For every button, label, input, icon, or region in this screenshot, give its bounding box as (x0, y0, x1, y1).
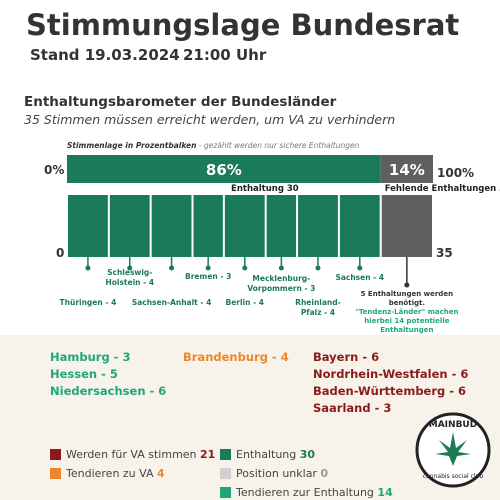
legend-item: Tendieren zur Enthaltung 14 (220, 486, 393, 499)
segment (68, 195, 108, 257)
pointer-dot (242, 265, 248, 271)
state: Brandenburg - 4 (183, 350, 289, 364)
gray-caption: Fehlende Enthaltungen 5 (385, 184, 500, 194)
label-line: Berlin - 4 (225, 298, 264, 307)
legend-swatch (220, 468, 231, 479)
right-label: 100% (437, 166, 474, 180)
note-bold: Stimmenlage in Prozentbalken (67, 141, 197, 150)
percent-gray (380, 155, 433, 183)
legend-count: 4 (157, 467, 165, 480)
pointer-dot (315, 265, 321, 271)
chart-note: Stimmenlage in Prozentbalken - gezählt w… (67, 141, 359, 150)
segment (298, 195, 338, 257)
segment-label: Rheinland-Pfalz - 4 (295, 298, 341, 317)
legend-item: Werden für VA stimmen 21 (50, 448, 215, 461)
legend-swatch (50, 468, 61, 479)
time: 21:00 Uhr (183, 46, 267, 64)
legend-label: Enthaltung (236, 448, 297, 461)
state: Baden-Württemberg - 6 (313, 384, 467, 398)
pointer-dot (205, 265, 211, 271)
segment-label: Mecklenburg-Vorpommern - 3 (247, 274, 315, 293)
label-line: Sachsen - 4 (335, 273, 384, 282)
description: 35 Stimmen müssen erreicht werden, um VA… (24, 112, 396, 127)
segment-label: Sachsen - 4 (335, 273, 384, 282)
label-line: Rheinland- (295, 298, 341, 307)
segment (339, 195, 380, 257)
pointer-dot (169, 265, 175, 271)
legend-label: Werden für VA stimmen (66, 448, 197, 461)
segment (224, 195, 265, 257)
logo: MAINBUD cannabis social club (415, 412, 491, 488)
legend-swatch (50, 449, 61, 460)
legend-item: Tendieren zu VA 4 (50, 467, 215, 480)
label-line: Schleswig- (107, 268, 152, 277)
segment (109, 195, 150, 257)
pointer-dot (404, 282, 410, 288)
scale-max: 35 (436, 246, 453, 260)
note: 5 Enthaltungen werden benötigt. (360, 290, 454, 307)
title: Stimmungslage Bundesrat (26, 8, 460, 42)
state: Hamburg - 3 (50, 350, 131, 364)
segment-label: Berlin - 4 (225, 298, 264, 307)
legend-swatch (220, 487, 231, 498)
pointer-dot (127, 265, 133, 271)
green-caption: Enthaltung 30 (231, 184, 299, 194)
segment (266, 195, 297, 257)
state: Hessen - 5 (50, 367, 118, 381)
legend-count: 21 (200, 448, 216, 461)
label-line: Sachsen-Anhalt - 4 (132, 298, 212, 307)
label-line: Holstein - 4 (105, 278, 154, 287)
label-line: Pfalz - 4 (301, 308, 335, 317)
note-rest: - gezählt werden nur sichere Enthaltunge… (198, 141, 360, 150)
legend-count: 30 (299, 448, 316, 461)
pointer-dot (85, 265, 91, 271)
legend-swatch (220, 449, 231, 460)
label-line: Vorpommern - 3 (247, 284, 315, 293)
missing-segment (381, 195, 432, 257)
subtitle: Enthaltungsbarometer der Bundesländer (24, 94, 337, 110)
label-line: Thüringen - 4 (60, 298, 117, 307)
label-line: Bremen - 3 (185, 272, 231, 281)
pointer-dot (357, 265, 363, 271)
state: Saarland - 3 (313, 401, 392, 415)
segment-label: Thüringen - 4 (60, 298, 117, 307)
note-green: "Tendenz-Länder" machen hierbei 14 poten… (355, 308, 459, 334)
state: Nordrhein-Westfalen - 6 (313, 367, 469, 381)
scale-min: 0 (56, 246, 64, 260)
logo-bottom: cannabis social club (423, 473, 484, 480)
label-line: Mecklenburg- (252, 274, 310, 283)
state: Bayern - 6 (313, 350, 380, 364)
legend-label: Tendieren zur Enthaltung (236, 486, 374, 499)
legend-count: 0 (320, 467, 329, 480)
segment-label: Bremen - 3 (185, 272, 231, 281)
legend-item: Enthaltung 30 (220, 448, 393, 461)
legend-item: Position unklar 0 (220, 467, 393, 480)
state: Niedersachsen - 6 (50, 384, 167, 398)
legend-label: Tendieren zu VA (66, 467, 154, 480)
logo-top: MAINBUD (429, 420, 477, 430)
legend-label: Position unklar (236, 467, 317, 480)
segment-label: Sachsen-Anhalt - 4 (132, 298, 212, 307)
segment (151, 195, 192, 257)
pointer-dot (278, 265, 284, 271)
left-label: 0% (44, 163, 64, 177)
barometer: 0% 100% 0 35 Thüringen - 4 Schleswig-Hols… (44, 155, 500, 334)
legend-count: 14 (377, 486, 393, 499)
bottom-panel: Hamburg - 3 Hessen - 5 Niedersachsen - 6 B… (0, 335, 500, 500)
date: Stand 19.03.2024 (30, 46, 180, 64)
missing-note: 5 Enthaltungen werden benötigt."Tendenz-… (355, 290, 459, 334)
segment (193, 195, 223, 257)
segment-label: Schleswig-Holstein - 4 (105, 268, 154, 287)
percent-green-label: 86% (206, 161, 242, 179)
percent-green (67, 155, 381, 183)
percent-gray-label: 14% (389, 161, 425, 179)
